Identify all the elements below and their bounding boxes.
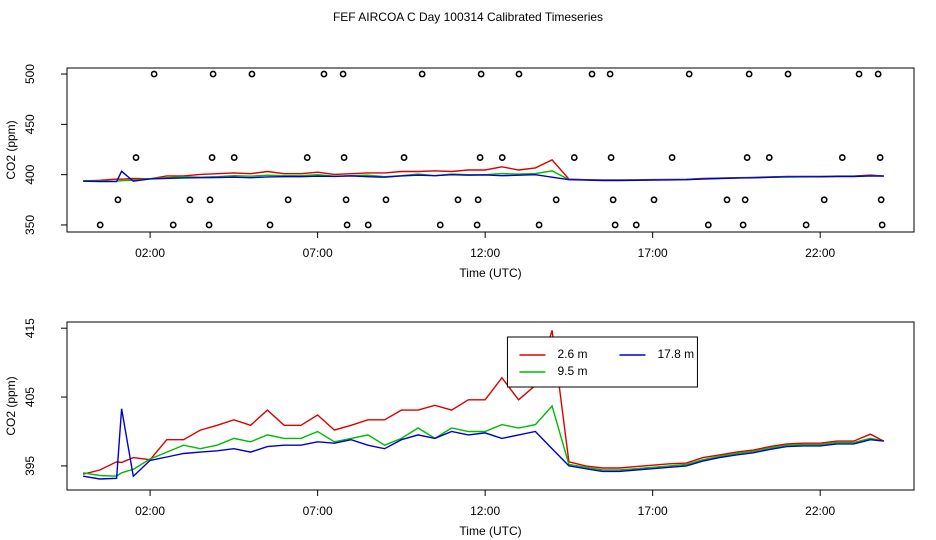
data-point xyxy=(515,70,523,78)
x-tick-label: 07:00 xyxy=(303,504,333,518)
data-point xyxy=(266,221,274,229)
data-point xyxy=(607,154,615,161)
data-point xyxy=(209,70,217,78)
legend-label: 2.6 m xyxy=(557,347,587,361)
plot-frame xyxy=(66,67,915,233)
data-point xyxy=(876,154,884,161)
data-point xyxy=(802,221,810,229)
data-point xyxy=(765,154,773,161)
data-point xyxy=(96,221,104,229)
data-point xyxy=(343,221,351,229)
data-point xyxy=(284,196,292,204)
plot-frame xyxy=(66,321,915,491)
series-line xyxy=(82,404,884,477)
data-point xyxy=(303,154,311,161)
x-axis-label: Time (UTC) xyxy=(459,266,521,280)
data-point xyxy=(570,154,578,161)
x-tick-label: 17:00 xyxy=(638,246,668,260)
data-point xyxy=(855,70,863,78)
x-tick-label: 22:00 xyxy=(805,504,835,518)
data-point xyxy=(838,154,846,161)
data-point xyxy=(339,70,347,78)
y-tick-label: 500 xyxy=(23,64,37,84)
data-point xyxy=(320,70,328,78)
y-axis-label: CO2 (ppm) xyxy=(4,376,18,435)
series-line xyxy=(83,170,884,182)
data-point xyxy=(588,70,596,78)
x-tick-label: 02:00 xyxy=(135,504,165,518)
data-point xyxy=(784,70,792,78)
data-point xyxy=(205,221,213,229)
data-point xyxy=(877,196,885,204)
data-point xyxy=(535,221,543,229)
x-tick-label: 22:00 xyxy=(805,246,835,260)
data-point xyxy=(132,154,140,161)
data-point xyxy=(418,70,426,78)
data-point xyxy=(498,154,506,161)
data-point xyxy=(454,196,462,204)
y-tick-label: 395 xyxy=(23,456,37,476)
x-tick-label: 12:00 xyxy=(470,246,500,260)
data-point xyxy=(611,221,619,229)
x-axis-label: Time (UTC) xyxy=(459,524,521,538)
data-point xyxy=(436,221,444,229)
series-line xyxy=(83,170,884,183)
data-point xyxy=(552,196,560,204)
data-point xyxy=(208,154,216,161)
data-point xyxy=(364,221,372,229)
data-point xyxy=(820,196,828,204)
data-point xyxy=(206,196,214,204)
x-tick-label: 07:00 xyxy=(303,246,333,260)
data-point xyxy=(874,70,882,78)
data-point xyxy=(342,196,350,204)
data-point xyxy=(150,70,158,78)
y-tick-label: 400 xyxy=(23,164,37,184)
data-point xyxy=(650,196,658,204)
data-point xyxy=(473,221,481,229)
legend-label: 9.5 m xyxy=(557,364,587,378)
data-point xyxy=(382,196,390,204)
legend-label: 17.8 m xyxy=(657,347,694,361)
data-point xyxy=(114,196,122,204)
data-point xyxy=(685,70,693,78)
y-tick-label: 415 xyxy=(23,318,37,338)
data-point xyxy=(606,70,614,78)
data-point xyxy=(632,221,640,229)
data-point xyxy=(474,196,482,204)
x-tick-label: 02:00 xyxy=(135,246,165,260)
data-point xyxy=(340,154,348,161)
series-line xyxy=(82,408,884,480)
data-point xyxy=(704,221,712,229)
x-tick-label: 12:00 xyxy=(470,504,500,518)
y-tick-label: 350 xyxy=(23,215,37,235)
data-point xyxy=(248,70,256,78)
series-line xyxy=(82,330,885,475)
data-point xyxy=(745,70,753,78)
data-point xyxy=(400,154,408,161)
data-point xyxy=(230,154,238,161)
data-point xyxy=(668,154,676,161)
data-point xyxy=(878,221,886,229)
data-point xyxy=(476,154,484,161)
data-point xyxy=(743,154,751,161)
y-tick-label: 450 xyxy=(23,114,37,134)
data-point xyxy=(723,196,731,204)
data-point xyxy=(739,221,747,229)
y-tick-label: 405 xyxy=(23,387,37,407)
data-point xyxy=(169,221,177,229)
data-point xyxy=(609,196,617,204)
y-axis-label: CO2 (ppm) xyxy=(4,120,18,179)
data-point xyxy=(741,196,749,204)
x-tick-label: 17:00 xyxy=(638,504,668,518)
chart-title: FEF AIRCOA C Day 100314 Calibrated Times… xyxy=(333,10,603,24)
legend-box xyxy=(506,336,698,388)
data-point xyxy=(477,70,485,78)
data-point xyxy=(186,196,194,204)
